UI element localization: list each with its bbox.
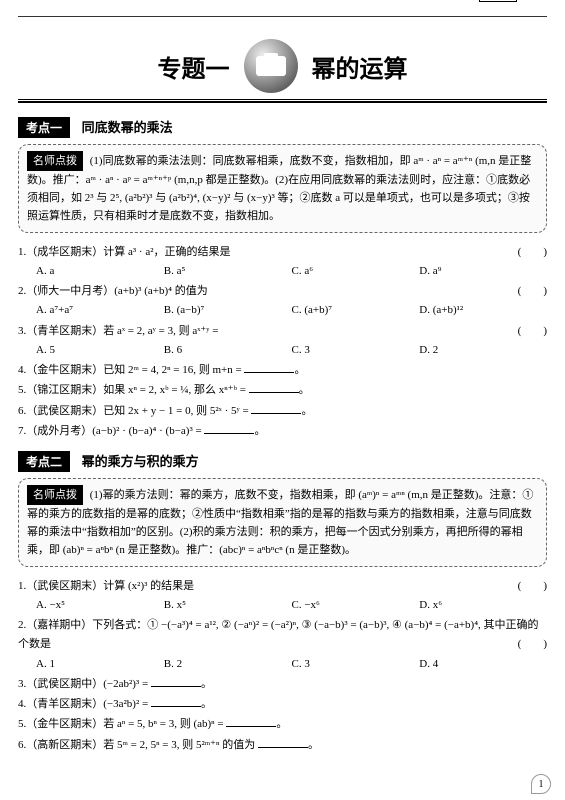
choice-option[interactable]: B. x⁵ [164,596,292,615]
choice-option[interactable]: C. 3 [292,341,420,360]
choice-row: A. aB. a⁵C. a⁶D. a⁹ [18,262,547,281]
choice-option[interactable]: C. 3 [292,655,420,674]
tip-box-2: 名师点拨 (1)幂的乘方法则：幂的乘方，底数不变，指数相乘，即 (aᵐ)ⁿ = … [18,478,547,567]
section2-tag: 考点二 [18,451,70,472]
section1-heading: 考点一 同底数幂的乘法 [18,117,547,138]
question: 2.（师大一中月考）(a+b)³ (a+b)⁴ 的值为( )A. a⁷+a⁷B.… [18,282,547,321]
question-stem: 5.（金牛区期末）若 aⁿ = 5, bⁿ = 3, 则 (ab)ⁿ = 。 [18,715,547,734]
answer-blank[interactable] [204,423,254,434]
choice-option[interactable]: A. a⁷+a⁷ [36,301,164,320]
question-stem: 3.（青羊区期末）若 aˣ = 2, aʸ = 3, 则 aˣ⁺ʸ =( ) [18,322,547,341]
answer-blank[interactable] [249,382,299,393]
title-row: 专题一 幂的运算 [18,39,547,93]
tip-text-1: (1)同底数幂的乘法法则：同底数幂相乘，底数不变，指数相加，即 aᵐ · aⁿ … [27,155,531,222]
choice-row: A. 1B. 2C. 3D. 4 [18,655,547,674]
choice-option[interactable]: B. 6 [164,341,292,360]
answer-paren[interactable]: ( ) [518,322,547,341]
question-stem: 3.（武侯区期中）(−2ab²)³ = 。 [18,675,547,694]
answer-blank[interactable] [226,716,276,727]
answer-paren[interactable]: ( ) [518,243,547,262]
choice-option[interactable]: C. a⁶ [292,262,420,281]
choice-option[interactable]: D. a⁹ [419,262,547,281]
choice-option[interactable]: A. a [36,262,164,281]
choice-option[interactable]: A. −x⁵ [36,596,164,615]
choice-option[interactable]: D. x⁶ [419,596,547,615]
question: 5.（金牛区期末）若 aⁿ = 5, bⁿ = 3, 则 (ab)ⁿ = 。 [18,715,547,734]
choice-option[interactable]: B. 2 [164,655,292,674]
question-stem: 4.（金牛区期末）已知 2ᵐ = 4, 2ⁿ = 16, 则 m+n = 。 [18,361,547,380]
section1-title: 同底数幂的乘法 [82,120,173,135]
choice-option[interactable]: A. 1 [36,655,164,674]
question: 6.（高新区期末）若 5ᵐ = 2, 5ⁿ = 3, 则 5²ᵐ⁺ⁿ 的值为 。 [18,736,547,755]
header-breadcrumb: 专题一 幂的运算 [479,0,565,2]
question-stem: 5.（锦江区期末）如果 xⁿ = 2, xᵇ = ¼, 那么 xⁿ⁺ᵇ = 。 [18,381,547,400]
choice-option[interactable]: B. (a−b)⁷ [164,301,292,320]
question: 7.（成外月考）(a−b)² · (b−a)⁴ · (b−a)³ = 。 [18,422,547,441]
answer-paren[interactable]: ( ) [518,282,547,301]
choice-option[interactable]: B. a⁵ [164,262,292,281]
question-stem: 1.（成华区期末）计算 a³ · a²，正确的结果是( ) [18,243,547,262]
folder-icon [244,39,298,93]
answer-paren[interactable]: ( ) [518,635,547,654]
answer-blank[interactable] [151,676,201,687]
answer-blank[interactable] [151,696,201,707]
question: 1.（武侯区期末）计算 (x²)³ 的结果是( )A. −x⁵B. x⁵C. −… [18,577,547,616]
choice-row: A. −x⁵B. x⁵C. −x⁶D. x⁶ [18,596,547,615]
question: 3.（青羊区期末）若 aˣ = 2, aʸ = 3, 则 aˣ⁺ʸ =( )A.… [18,322,547,361]
choice-row: A. a⁷+a⁷B. (a−b)⁷C. (a+b)⁷D. (a+b)¹² [18,301,547,320]
answer-paren[interactable]: ( ) [518,577,547,596]
choice-option[interactable]: D. 2 [419,341,547,360]
question: 1.（成华区期末）计算 a³ · a²，正确的结果是( )A. aB. a⁵C.… [18,243,547,282]
question: 3.（武侯区期中）(−2ab²)³ = 。 [18,675,547,694]
section1-questions: 1.（成华区期末）计算 a³ · a²，正确的结果是( )A. aB. a⁵C.… [18,243,547,442]
tip-lead-1: 名师点拨 [27,151,83,171]
question-stem: 6.（武侯区期末）已知 2x + y − 1 = 0, 则 5²ˣ · 5ʸ =… [18,402,547,421]
answer-blank[interactable] [244,362,294,373]
title-rule [18,99,547,103]
question-stem: 2.（师大一中月考）(a+b)³ (a+b)⁴ 的值为( ) [18,282,547,301]
question-stem: 7.（成外月考）(a−b)² · (b−a)⁴ · (b−a)³ = 。 [18,422,547,441]
page-number: 1 [531,774,551,794]
page-title: 幂的运算 [312,49,408,84]
choice-option[interactable]: D. 4 [419,655,547,674]
choice-option[interactable]: D. (a+b)¹² [419,301,547,320]
question: 6.（武侯区期末）已知 2x + y − 1 = 0, 则 5²ˣ · 5ʸ =… [18,402,547,421]
section1-tag: 考点一 [18,117,70,138]
answer-blank[interactable] [251,403,301,414]
chapter-label: 专题一 [158,49,230,84]
section2-heading: 考点二 幂的乘方与积的乘方 [18,451,547,472]
tip-text-2: (1)幂的乘方法则：幂的乘方，底数不变，指数相乘，即 (aᵐ)ⁿ = aᵐⁿ (… [27,489,533,556]
choice-row: A. 5B. 6C. 3D. 2 [18,341,547,360]
question-stem: 2.（嘉祥期中）下列各式：① −(−a³)⁴ = a¹², ② (−aⁿ)² =… [18,616,547,655]
question-stem: 1.（武侯区期末）计算 (x²)³ 的结果是( ) [18,577,547,596]
section2-questions: 1.（武侯区期末）计算 (x²)³ 的结果是( )A. −x⁵B. x⁵C. −… [18,577,547,755]
question: 5.（锦江区期末）如果 xⁿ = 2, xᵇ = ¼, 那么 xⁿ⁺ᵇ = 。 [18,381,547,400]
question-stem: 4.（青羊区期末）(−3a²b)² = 。 [18,695,547,714]
question: 2.（嘉祥期中）下列各式：① −(−a³)⁴ = a¹², ② (−aⁿ)² =… [18,616,547,674]
top-rule [18,16,547,17]
section2-title: 幂的乘方与积的乘方 [82,454,199,469]
choice-option[interactable]: C. −x⁶ [292,596,420,615]
header-tab: 专题一 [479,0,516,2]
question-stem: 6.（高新区期末）若 5ᵐ = 2, 5ⁿ = 3, 则 5²ᵐ⁺ⁿ 的值为 。 [18,736,547,755]
choice-option[interactable]: C. (a+b)⁷ [292,301,420,320]
choice-option[interactable]: A. 5 [36,341,164,360]
answer-blank[interactable] [258,737,308,748]
tip-box-1: 名师点拨 (1)同底数幂的乘法法则：同底数幂相乘，底数不变，指数相加，即 aᵐ … [18,144,547,233]
tip-lead-2: 名师点拨 [27,485,83,505]
question: 4.（青羊区期末）(−3a²b)² = 。 [18,695,547,714]
header-tab-title: 幂的运算 [525,0,565,1]
question: 4.（金牛区期末）已知 2ᵐ = 4, 2ⁿ = 16, 则 m+n = 。 [18,361,547,380]
